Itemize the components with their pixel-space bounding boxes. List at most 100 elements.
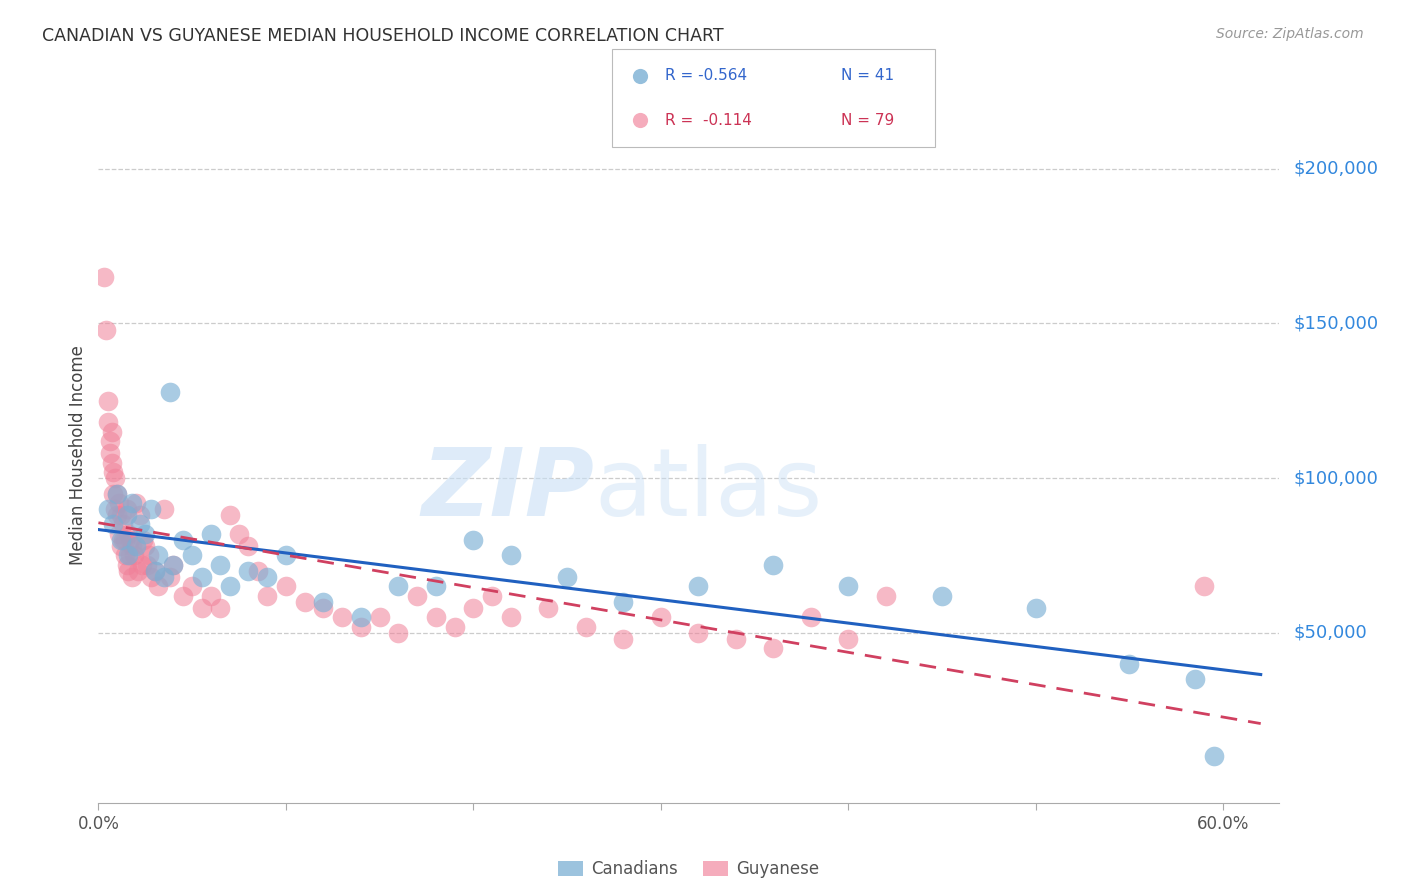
Canadians bbox=[128, 517, 150, 532]
Guyanese bbox=[228, 526, 250, 541]
Canadians bbox=[312, 595, 335, 609]
Guyanese bbox=[246, 564, 269, 578]
Guyanese bbox=[724, 632, 747, 646]
Canadians bbox=[105, 486, 128, 500]
Guyanese bbox=[172, 589, 194, 603]
Guyanese bbox=[114, 533, 136, 547]
Guyanese bbox=[209, 601, 232, 615]
Text: $200,000: $200,000 bbox=[1294, 160, 1378, 178]
Guyanese bbox=[387, 625, 409, 640]
Canadians bbox=[555, 570, 578, 584]
Guyanese bbox=[108, 526, 131, 541]
Canadians bbox=[218, 579, 240, 593]
Guyanese bbox=[98, 446, 121, 460]
Guyanese bbox=[537, 601, 560, 615]
Text: CANADIAN VS GUYANESE MEDIAN HOUSEHOLD INCOME CORRELATION CHART: CANADIAN VS GUYANESE MEDIAN HOUSEHOLD IN… bbox=[42, 27, 724, 45]
Guyanese bbox=[121, 539, 143, 553]
Guyanese bbox=[120, 549, 142, 563]
Guyanese bbox=[115, 558, 138, 572]
Guyanese bbox=[134, 539, 156, 553]
Canadians bbox=[688, 579, 710, 593]
Canadians bbox=[139, 502, 162, 516]
Canadians bbox=[463, 533, 485, 547]
Guyanese bbox=[127, 564, 149, 578]
Canadians bbox=[499, 549, 522, 563]
Guyanese bbox=[575, 619, 598, 633]
Guyanese bbox=[103, 465, 125, 479]
Guyanese bbox=[132, 533, 155, 547]
Guyanese bbox=[128, 508, 150, 523]
Guyanese bbox=[330, 610, 353, 624]
Canadians bbox=[1025, 601, 1047, 615]
Guyanese bbox=[104, 502, 127, 516]
Guyanese bbox=[114, 549, 136, 563]
Canadians bbox=[762, 558, 785, 572]
Guyanese bbox=[1194, 579, 1216, 593]
Guyanese bbox=[117, 564, 139, 578]
Guyanese bbox=[274, 579, 297, 593]
Canadians bbox=[162, 558, 184, 572]
Guyanese bbox=[139, 570, 162, 584]
Guyanese bbox=[94, 323, 117, 337]
Guyanese bbox=[143, 564, 166, 578]
Canadians bbox=[159, 384, 181, 399]
Canadians bbox=[200, 526, 222, 541]
Guyanese bbox=[105, 508, 128, 523]
Canadians bbox=[1118, 657, 1140, 671]
Guyanese bbox=[294, 595, 316, 609]
Guyanese bbox=[190, 601, 212, 615]
Guyanese bbox=[100, 425, 122, 439]
Text: $50,000: $50,000 bbox=[1294, 624, 1367, 641]
Canadians bbox=[387, 579, 409, 593]
Guyanese bbox=[110, 508, 132, 523]
Guyanese bbox=[111, 517, 134, 532]
Guyanese bbox=[97, 393, 120, 408]
Guyanese bbox=[121, 570, 143, 584]
Guyanese bbox=[425, 610, 447, 624]
Guyanese bbox=[104, 471, 127, 485]
Canadians bbox=[125, 539, 148, 553]
Text: $150,000: $150,000 bbox=[1294, 315, 1378, 333]
Guyanese bbox=[125, 496, 148, 510]
Guyanese bbox=[110, 539, 132, 553]
Point bbox=[628, 69, 651, 83]
Guyanese bbox=[100, 456, 122, 470]
Guyanese bbox=[875, 589, 897, 603]
Guyanese bbox=[97, 416, 120, 430]
Guyanese bbox=[148, 579, 170, 593]
Guyanese bbox=[105, 486, 128, 500]
Guyanese bbox=[350, 619, 373, 633]
Guyanese bbox=[499, 610, 522, 624]
Guyanese bbox=[181, 579, 204, 593]
Canadians bbox=[209, 558, 232, 572]
Canadians bbox=[837, 579, 859, 593]
Legend: Canadians, Guyanese: Canadians, Guyanese bbox=[551, 854, 827, 885]
Guyanese bbox=[138, 549, 160, 563]
Canadians bbox=[1184, 672, 1206, 686]
Canadians bbox=[121, 496, 143, 510]
Guyanese bbox=[117, 526, 139, 541]
Canadians bbox=[181, 549, 204, 563]
Guyanese bbox=[463, 601, 485, 615]
Guyanese bbox=[650, 610, 672, 624]
Canadians bbox=[153, 570, 176, 584]
Canadians bbox=[143, 564, 166, 578]
Canadians bbox=[148, 549, 170, 563]
Guyanese bbox=[111, 533, 134, 547]
Guyanese bbox=[612, 632, 634, 646]
Guyanese bbox=[800, 610, 823, 624]
Text: Source: ZipAtlas.com: Source: ZipAtlas.com bbox=[1216, 27, 1364, 41]
Canadians bbox=[134, 526, 156, 541]
Guyanese bbox=[136, 558, 159, 572]
Text: R =  -0.114: R = -0.114 bbox=[665, 113, 752, 128]
Guyanese bbox=[162, 558, 184, 572]
Guyanese bbox=[443, 619, 465, 633]
Canadians bbox=[97, 502, 120, 516]
Text: atlas: atlas bbox=[595, 443, 823, 536]
Guyanese bbox=[368, 610, 391, 624]
Guyanese bbox=[98, 434, 121, 448]
Guyanese bbox=[122, 549, 145, 563]
Canadians bbox=[425, 579, 447, 593]
Guyanese bbox=[688, 625, 710, 640]
Guyanese bbox=[762, 641, 785, 656]
